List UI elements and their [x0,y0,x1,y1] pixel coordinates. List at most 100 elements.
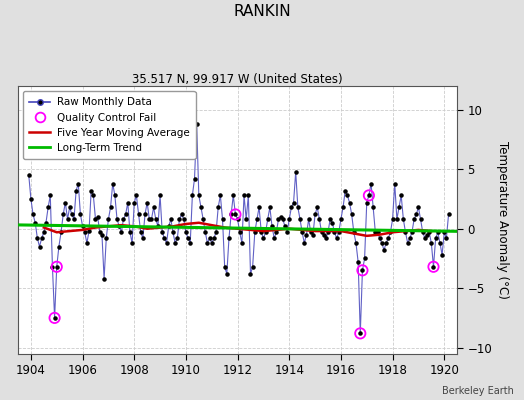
Point [139,235,147,242]
Point [347,211,356,218]
Point [367,180,375,187]
Point [298,229,307,236]
Point [365,192,373,199]
Point [431,235,440,242]
Point [246,271,255,277]
Point [322,235,330,242]
Point [358,267,367,274]
Point [386,229,395,236]
Point [345,199,354,206]
Point [169,229,177,236]
Point [143,199,151,206]
Point [427,240,435,246]
Point [423,232,431,238]
Point [442,235,451,242]
Point [390,180,399,187]
Point [50,315,59,321]
Point [122,211,130,218]
Point [175,216,183,222]
Point [165,223,173,230]
Point [192,121,201,127]
Point [279,216,287,222]
Point [59,211,68,218]
Point [151,216,160,222]
Point [219,216,227,222]
Point [253,216,261,222]
Point [180,216,188,222]
Point [119,216,128,222]
Point [182,229,190,236]
Point [194,192,203,199]
Point [356,330,365,336]
Point [238,240,246,246]
Point [76,211,84,218]
Text: Berkeley Earth: Berkeley Earth [442,386,514,396]
Point [227,211,235,218]
Point [106,204,115,210]
Point [68,211,76,218]
Point [74,180,82,187]
Point [72,188,80,194]
Point [358,267,367,274]
Point [399,216,408,222]
Point [289,199,298,206]
Point [190,176,199,182]
Point [304,216,313,222]
Point [397,192,406,199]
Point [270,235,278,242]
Point [384,235,392,242]
Point [354,259,362,265]
Point [318,229,326,236]
Point [57,229,66,236]
Point [356,330,365,336]
Point [291,168,300,175]
Point [417,216,425,222]
Point [285,216,293,222]
Point [197,204,205,210]
Point [259,235,268,242]
Point [293,204,302,210]
Point [145,216,154,222]
Point [79,223,87,230]
Text: RANKIN: RANKIN [233,4,291,19]
Point [102,235,111,242]
Point [380,247,388,253]
Point [117,229,126,236]
Point [350,229,358,236]
Point [42,220,50,226]
Point [203,240,212,246]
Point [216,192,225,199]
Point [315,216,324,222]
Point [231,211,239,218]
Point [52,264,61,270]
Point [266,204,274,210]
Point [324,229,332,236]
Point [98,232,106,238]
Point [221,264,229,270]
Point [137,229,145,236]
Point [337,216,345,222]
Point [210,235,218,242]
Point [277,214,285,220]
Point [141,211,149,218]
Point [63,216,72,222]
Point [89,192,97,199]
Point [231,211,239,218]
Point [401,229,410,236]
Point [240,192,248,199]
Point [300,240,309,246]
Point [343,192,352,199]
Point [373,229,381,236]
Point [124,199,132,206]
Point [46,192,54,199]
Point [248,264,257,270]
Point [113,216,121,222]
Point [178,211,186,218]
Point [436,240,444,246]
Point [208,240,216,246]
Point [95,229,104,236]
Point [25,172,33,178]
Point [330,229,339,236]
Point [233,216,242,222]
Point [132,192,140,199]
